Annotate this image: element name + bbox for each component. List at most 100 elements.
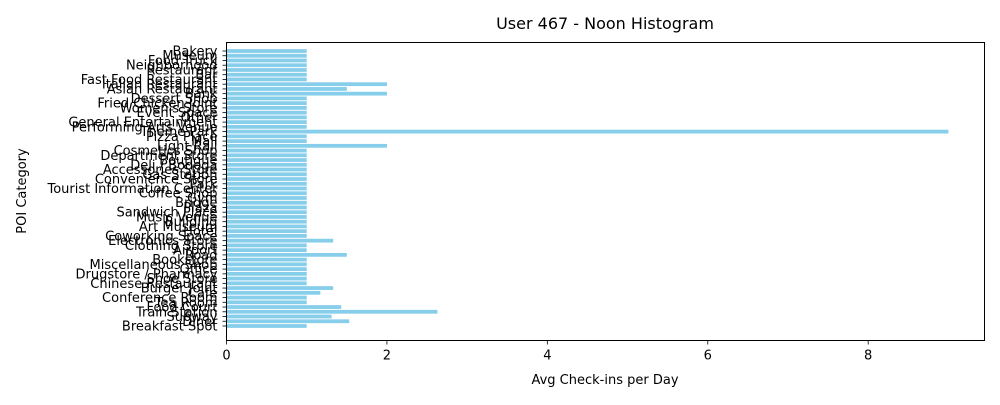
y-tick-label: Fast Food Restaurant (81, 73, 218, 88)
bar (226, 181, 307, 186)
y-tick-label: Asian Restaurant (107, 82, 218, 97)
bar (226, 286, 334, 290)
bar (226, 281, 307, 286)
y-tick-label: Neighborhood (126, 59, 218, 74)
y-tick-label: Restaurant (146, 63, 217, 78)
y-tick-label: Conference Room (102, 291, 217, 306)
y-tick-label: Women's Store (120, 101, 218, 116)
bar (226, 177, 307, 181)
bar (226, 143, 387, 148)
bar (226, 129, 949, 134)
y-tick-label: Mall (191, 135, 217, 150)
y-tick-label: General Entertainment (68, 116, 217, 131)
y-tick-label: Tea Room (154, 296, 218, 311)
y-tick-label: Fried Chicken Joint (97, 97, 217, 112)
bar (226, 167, 307, 172)
y-tick-label: Clothing Store (125, 239, 218, 254)
y-tick-label: Convenience Store (95, 173, 218, 188)
chart-title: User 467 - Noon Histogram (496, 14, 714, 33)
bar (226, 252, 347, 257)
bar (226, 205, 307, 210)
y-tick-label: Hotel (183, 225, 217, 240)
bar (226, 148, 307, 153)
y-tick-label: Italian Restaurant (102, 78, 218, 93)
bar (226, 234, 307, 238)
y-tick-label: Road (185, 248, 218, 263)
y-tick-label: Food Truck (148, 54, 218, 69)
bar (226, 172, 307, 177)
y-tick-label: Bridge (175, 196, 217, 211)
bar (226, 72, 307, 77)
x-tick-label: 4 (543, 349, 551, 364)
bar (226, 77, 307, 82)
y-tick-label: Dessert Shop (131, 92, 218, 107)
bar (226, 257, 307, 262)
bar (226, 120, 307, 125)
y-tick-label: Building (165, 215, 218, 230)
bar (226, 101, 307, 106)
y-tick-label: Shoe Store (147, 272, 218, 287)
y-tick-label: Park (189, 177, 218, 192)
bar (226, 215, 307, 219)
bar (226, 134, 307, 139)
y-tick-label: Bookstore (152, 253, 217, 268)
y-tick-label: Art Museum (139, 220, 218, 235)
y-tick-label: Airport (173, 244, 218, 259)
y-tick-label: Coffee Shop (139, 187, 218, 202)
bar (226, 153, 307, 158)
y-tick-label: Cosmetics Shop (114, 144, 218, 159)
y-tick-label: Gas Station (142, 168, 217, 183)
bar (226, 110, 307, 115)
y-tick-label: Sandwich Place (116, 206, 217, 221)
y-tick-label: Plaza (183, 201, 217, 216)
bar (226, 210, 307, 215)
y-tick-label: Light Rail (157, 139, 218, 154)
x-tick-label: 8 (864, 349, 872, 364)
bar (226, 314, 332, 319)
bars-layer (226, 49, 949, 328)
bar (226, 243, 307, 248)
bar (226, 158, 307, 162)
bar (226, 224, 307, 229)
y-tick-label: Diner (182, 315, 218, 330)
x-axis-label: Avg Check-ins per Day (531, 373, 678, 388)
bar (226, 186, 307, 191)
bar (226, 248, 307, 253)
bar (226, 87, 347, 91)
y-tick-label: Food Court (146, 301, 217, 316)
bar (226, 115, 307, 120)
y-tick-label: Other (181, 111, 219, 126)
bar (226, 91, 387, 96)
bar (226, 106, 307, 110)
y-tick-label: Miscellaneous Shop (90, 258, 218, 273)
bar (226, 309, 438, 314)
y-tick-label: Drugstore / Pharmacy (75, 267, 217, 282)
bar (226, 124, 307, 129)
y-tick-label: Music Venue (136, 210, 217, 225)
y-tick-label: Boutique (159, 154, 217, 169)
bar (226, 229, 307, 234)
bar (226, 262, 307, 267)
y-tick-label: Department Store (100, 149, 217, 164)
bar (226, 290, 321, 295)
bar (226, 324, 307, 328)
bar (226, 196, 307, 200)
x-tick-layer: 0 2 4 6 8 (222, 340, 872, 364)
bar (226, 53, 307, 58)
bar (226, 276, 307, 281)
bar (226, 267, 307, 271)
x-tick-label: 0 (222, 349, 230, 364)
y-tick-label: Breakfast Spot (122, 320, 218, 335)
bar (226, 162, 307, 167)
y-tick-label: Gym (187, 191, 217, 206)
bar (226, 49, 307, 53)
bar (226, 319, 350, 324)
bar (226, 139, 307, 143)
y-tick-label: Accessories Store (103, 163, 218, 178)
bar (226, 63, 307, 68)
bar (226, 96, 307, 101)
x-tick-label: 2 (383, 349, 391, 364)
y-tick-label: Bar (195, 68, 218, 83)
